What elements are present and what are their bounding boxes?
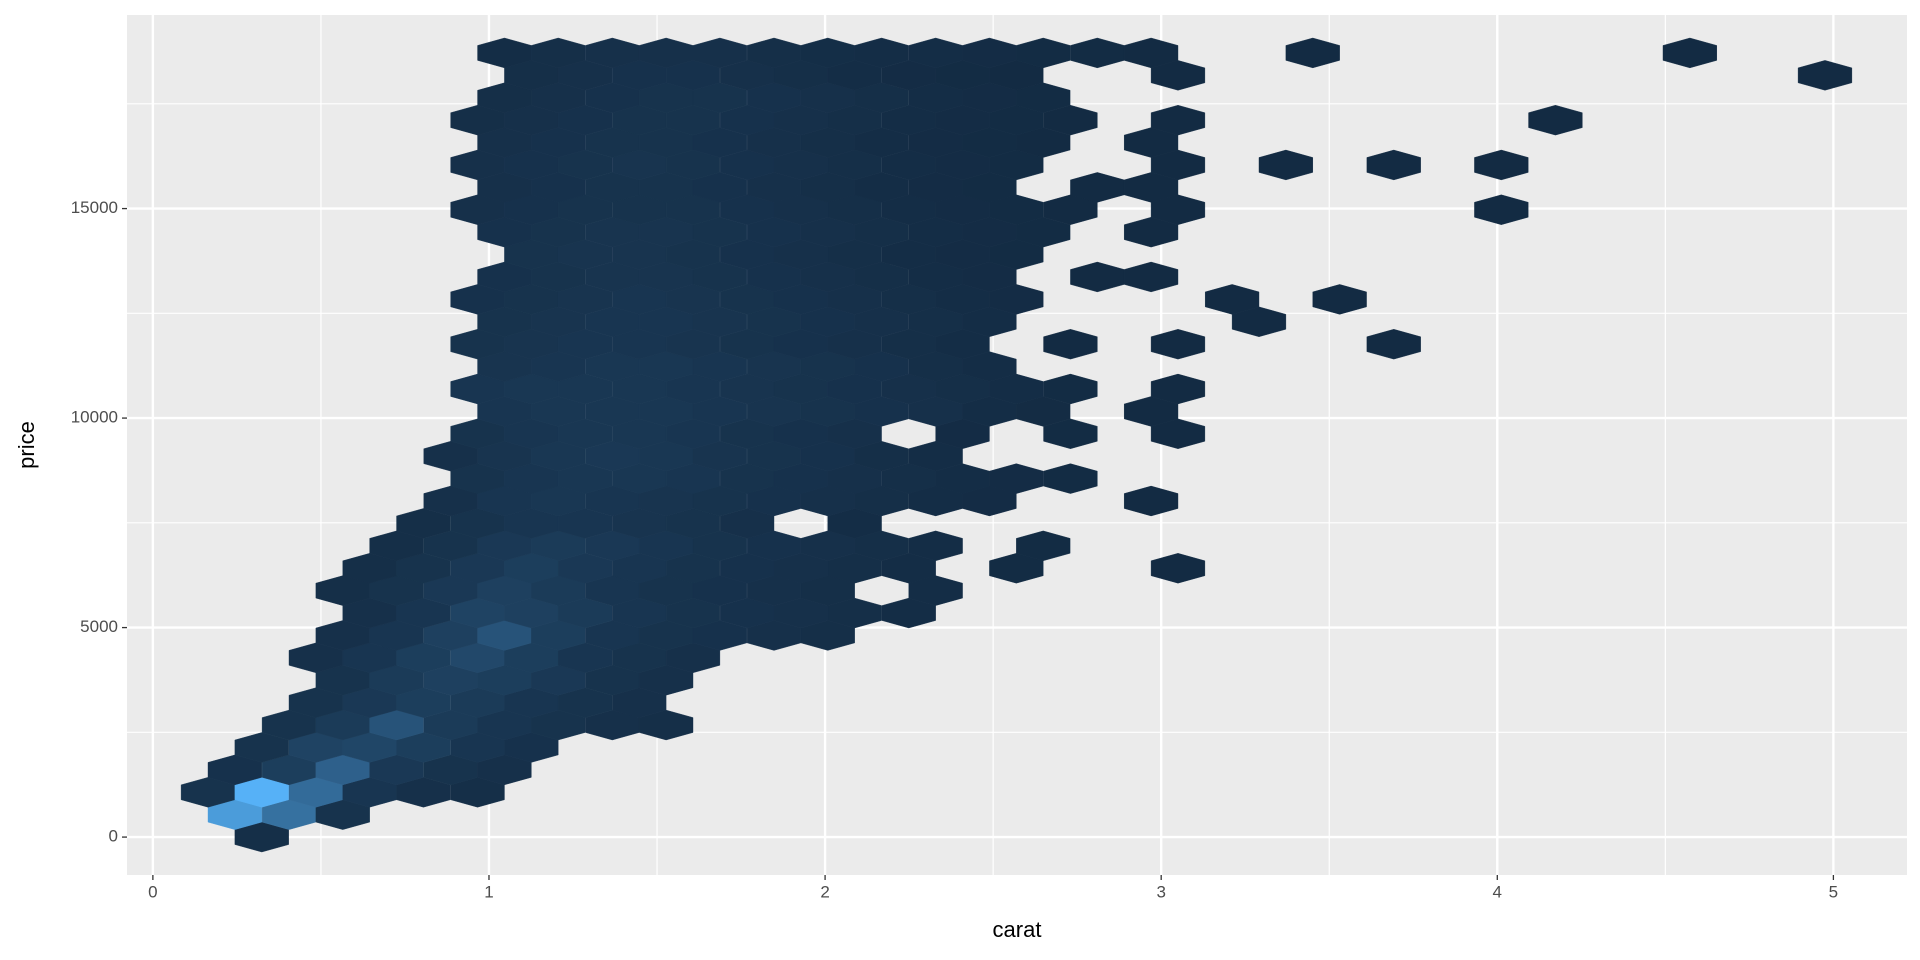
hex <box>908 530 963 561</box>
y-tick-label: 10000 <box>71 408 118 427</box>
hex <box>1043 373 1098 405</box>
hex <box>1016 530 1071 561</box>
hex <box>1797 60 1853 91</box>
y-tick-label: 5000 <box>80 617 118 636</box>
hex <box>1150 373 1206 405</box>
hex <box>692 37 747 69</box>
hex <box>1124 261 1179 293</box>
x-tick-label: 2 <box>820 882 829 901</box>
hex <box>1474 149 1529 181</box>
hexes <box>180 37 1853 853</box>
y-tick-label: 15000 <box>71 198 118 217</box>
hex <box>1016 37 1071 69</box>
axes: 0 1 2 3 4 5 0 5000 10000 15000 <box>71 198 1838 901</box>
hex <box>1124 485 1179 517</box>
hex <box>1285 37 1340 69</box>
hex <box>1124 37 1179 69</box>
x-axis-title: carat <box>993 917 1042 942</box>
hex <box>1662 37 1717 69</box>
x-tick-label: 3 <box>1156 882 1165 901</box>
hex <box>531 37 586 69</box>
hex <box>1528 105 1583 136</box>
hex <box>1205 284 1260 315</box>
hex <box>1150 105 1206 136</box>
hex <box>854 37 909 69</box>
x-tick-label: 5 <box>1829 882 1838 901</box>
hex <box>1474 194 1529 225</box>
x-tick-label: 4 <box>1493 882 1502 901</box>
x-tick-label: 1 <box>484 882 493 901</box>
hex <box>1150 329 1206 360</box>
hex <box>1366 149 1421 181</box>
x-tick-label: 0 <box>148 882 157 901</box>
hex <box>989 463 1044 494</box>
hex <box>1043 463 1098 494</box>
hex <box>1150 553 1206 584</box>
y-tick-label: 0 <box>109 827 118 846</box>
hex <box>1258 149 1313 181</box>
hex <box>1043 329 1098 360</box>
y-axis-title: price <box>14 421 39 469</box>
hex <box>1312 284 1367 315</box>
hex <box>1366 329 1421 360</box>
